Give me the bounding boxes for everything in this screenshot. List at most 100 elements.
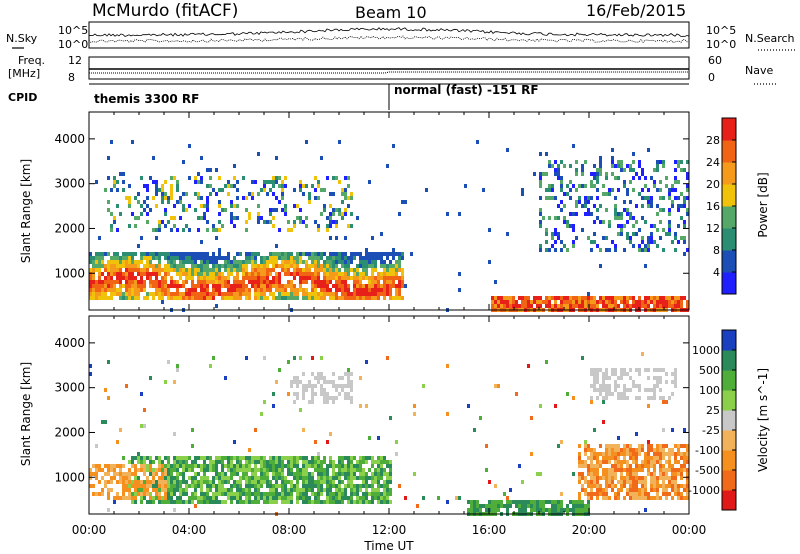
velocity-cell xyxy=(122,464,125,468)
power-cell xyxy=(392,280,395,284)
velocity-cell xyxy=(350,388,353,392)
power-cell xyxy=(350,256,353,260)
y-tick-label: 1000 xyxy=(54,266,85,280)
velocity-cell xyxy=(602,468,605,472)
power-cell xyxy=(554,232,557,236)
velocity-cell xyxy=(266,480,269,484)
velocity-cell xyxy=(281,464,284,468)
velocity-cell xyxy=(272,496,275,500)
velocity-cell xyxy=(587,468,590,472)
power-cell xyxy=(137,284,140,288)
velocity-cell xyxy=(332,372,335,376)
power-cell xyxy=(197,256,200,260)
power-cell xyxy=(254,296,257,300)
power-cell xyxy=(287,220,290,224)
power-cell xyxy=(218,248,221,252)
power-cell xyxy=(344,288,347,292)
velocity-cell xyxy=(344,456,347,460)
power-cell xyxy=(638,164,641,168)
power-cell xyxy=(521,192,524,196)
power-cell xyxy=(491,300,494,304)
velocity-cell xyxy=(338,384,341,388)
velocity-cell xyxy=(593,484,596,488)
power-cell xyxy=(380,288,383,292)
power-cell xyxy=(545,152,548,156)
power-cell xyxy=(263,292,266,296)
power-cell xyxy=(200,256,203,260)
velocity-cell xyxy=(662,476,665,480)
power-cell xyxy=(230,184,233,188)
power-cell xyxy=(386,256,389,260)
power-cell xyxy=(347,256,350,260)
velocity-cell xyxy=(614,468,617,472)
velocity-cell xyxy=(104,420,107,424)
velocity-cell xyxy=(611,452,614,456)
power-cell xyxy=(248,272,251,276)
power-cell xyxy=(374,264,377,268)
power-cell xyxy=(308,268,311,272)
power-cell xyxy=(662,196,665,200)
velocity-cell xyxy=(155,472,158,476)
velocity-cell xyxy=(599,388,602,392)
velocity-cell xyxy=(269,460,272,464)
power-cell xyxy=(602,296,605,300)
velocity-cell xyxy=(659,468,662,472)
power-cell xyxy=(353,280,356,284)
power-cell xyxy=(263,296,266,300)
velocity-cell xyxy=(248,492,251,496)
power-cell xyxy=(287,252,290,256)
power-cell xyxy=(104,288,107,292)
power-cell xyxy=(632,232,635,236)
power-cell xyxy=(287,296,290,300)
velocity-cell xyxy=(479,508,482,512)
power-cell xyxy=(647,188,650,192)
velocity-ylabel: Slant Range [km] xyxy=(19,362,33,466)
velocity-cell xyxy=(446,364,449,368)
velocity-cell xyxy=(179,484,182,488)
power-cell xyxy=(221,292,224,296)
power-cell xyxy=(194,272,197,276)
velocity-cell xyxy=(338,464,341,468)
power-cell xyxy=(98,284,101,288)
velocity-cell xyxy=(686,488,689,492)
power-cell xyxy=(239,268,242,272)
velocity-cell xyxy=(656,492,659,496)
velocity-cell xyxy=(359,472,362,476)
velocity-cell xyxy=(383,488,386,492)
power-cell xyxy=(563,216,566,220)
velocity-cell xyxy=(308,484,311,488)
power-cell xyxy=(119,272,122,276)
power-cell xyxy=(272,264,275,268)
power-cell xyxy=(275,296,278,300)
power-cell xyxy=(677,296,680,300)
power-cell xyxy=(182,208,185,212)
velocity-cell xyxy=(587,504,590,508)
velocity-cell xyxy=(167,500,170,504)
velocity-cell xyxy=(341,492,344,496)
power-cell xyxy=(653,300,656,304)
power-cell xyxy=(212,256,215,260)
velocity-cell xyxy=(260,456,263,460)
velocity-cell xyxy=(647,388,650,392)
power-cell xyxy=(89,296,92,300)
power-cell xyxy=(278,284,281,288)
velocity-cell xyxy=(620,464,623,468)
power-cell xyxy=(164,264,167,268)
velocity-cell xyxy=(668,460,671,464)
velocity-cell xyxy=(572,396,575,400)
power-cell xyxy=(146,260,149,264)
power-cell xyxy=(509,300,512,304)
power-cell xyxy=(623,180,626,184)
power-cell xyxy=(569,180,572,184)
power-cell xyxy=(233,292,236,296)
velocity-cell xyxy=(578,508,581,512)
power-cell xyxy=(356,280,359,284)
velocity-cell xyxy=(590,492,593,496)
velocity-cell xyxy=(221,492,224,496)
power-cell xyxy=(353,276,356,280)
velocity-cell xyxy=(323,468,326,472)
velocity-cell xyxy=(545,500,548,504)
power-cell xyxy=(626,164,629,168)
power-cell xyxy=(227,280,230,284)
velocity-cell xyxy=(137,452,140,456)
